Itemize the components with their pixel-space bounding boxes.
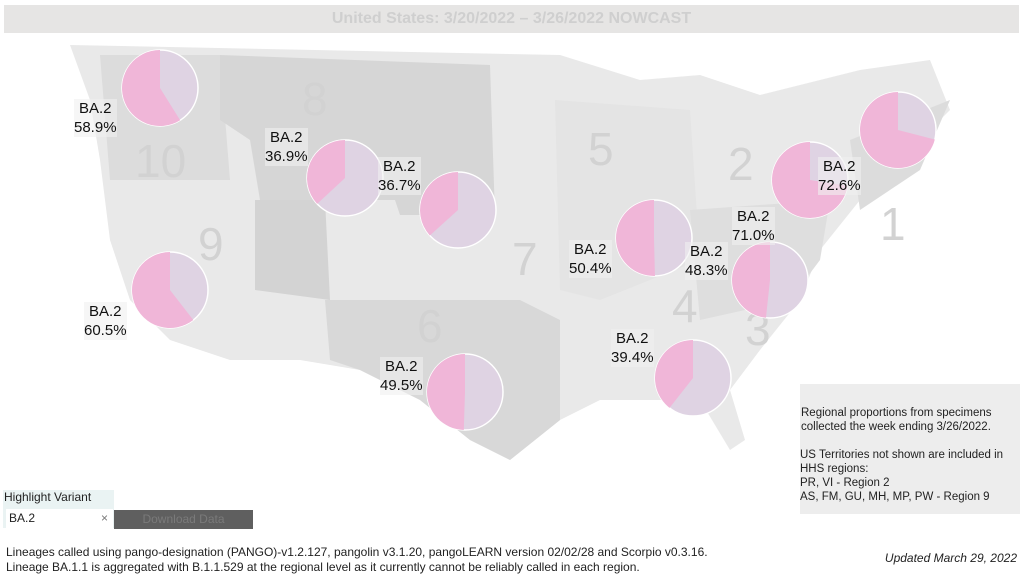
pie-slice-highlight[interactable] [306,140,345,204]
pie-region-5[interactable] [615,199,693,277]
clear-icon[interactable]: × [100,511,108,525]
pie-region-7[interactable] [419,171,497,249]
region-number-5: 5 [588,123,614,175]
region-number-2: 2 [728,138,754,190]
label-region-1: BA.2 71.0% [732,207,775,245]
pie-slice-highlight[interactable] [860,92,935,168]
info-note: Regional proportions from specimens coll… [800,384,1020,514]
pie-slice-highlight[interactable] [131,252,194,328]
pie-region-4[interactable] [654,339,732,417]
region-number-1: 1 [880,198,906,250]
region-number-7: 7 [512,233,538,285]
highlight-variant-label: Highlight Variant [4,490,92,504]
label-region-8: BA.2 36.9% [265,128,308,166]
note-region-9: AS, FM, GU, MH, MP, PW - Region 9 [800,491,990,503]
note-proportions: Regional proportions from specimens coll… [801,407,992,433]
highlight-variant-value: BA.2 [9,511,36,525]
region-numbers: 10 8 9 6 7 5 2 4 3 1 [135,73,906,355]
download-data-button[interactable]: Download Data [114,510,253,529]
label-region-3: BA.2 48.3% [685,242,728,280]
region-number-9: 9 [198,218,224,270]
label-region-9: BA.2 60.5% [84,302,127,340]
region-number-6: 6 [417,300,443,352]
footer-line-1: Lineages called using pango-designation … [6,545,708,559]
pie-slice-highlight[interactable] [420,172,458,236]
updated-date: Updated March 29, 2022 [884,551,1017,565]
pie-slice-highlight[interactable] [426,354,465,430]
pie-slice-highlight[interactable] [772,142,848,219]
highlight-variant-input[interactable]: BA.2 × [6,509,113,528]
pie-slice-highlight[interactable] [121,50,181,126]
footer-notes: Lineages called using pango-designation … [6,545,708,575]
region-number-4: 4 [672,280,698,332]
footer-line-2: Lineage BA.1.1 is aggregated with B.1.1.… [6,560,640,574]
pie-slice-highlight[interactable] [732,242,770,318]
region-number-8: 8 [302,73,328,125]
note-territories: US Territories not shown are included in… [800,449,1004,475]
label-region-10: BA.2 58.9% [74,99,117,137]
pie-slice-highlight[interactable] [655,340,693,408]
pie-region-1[interactable] [859,91,937,169]
pie-slice-highlight[interactable] [616,200,655,277]
pie-region-3[interactable] [731,241,809,319]
pie-region-9[interactable] [131,251,209,329]
label-region-4: BA.2 39.4% [611,329,654,367]
label-region-7: BA.2 36.7% [378,157,421,195]
label-region-6: BA.2 49.5% [380,357,423,395]
region-number-10: 10 [135,135,186,187]
pie-region-10[interactable] [121,49,199,127]
note-region-2: PR, VI - Region 2 [800,477,890,489]
pie-region-8[interactable] [306,139,384,217]
label-region-2: BA.2 72.6% [818,157,861,195]
pie-region-6[interactable] [426,353,504,431]
label-region-5: BA.2 50.4% [569,240,612,278]
map-title: United States: 3/20/2022 – 3/26/2022 NOW… [4,5,1019,33]
